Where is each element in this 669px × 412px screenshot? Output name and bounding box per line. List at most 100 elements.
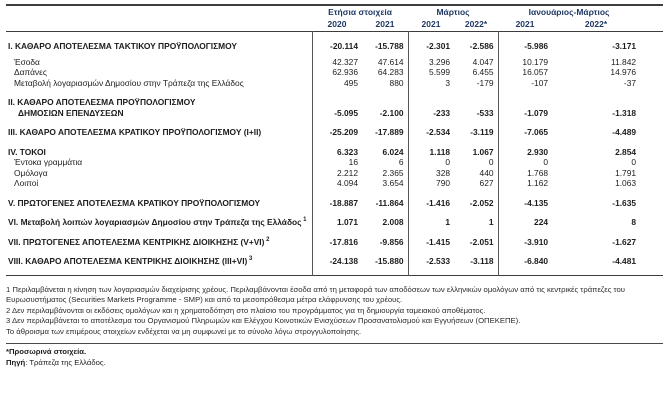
cell-value: 4.047	[472, 56, 494, 67]
cell-value: -2.301	[407, 31, 455, 52]
table-header: Ετήσια στοιχεία Μάρτιος Ιανουάριος-Μάρτι…	[6, 5, 664, 32]
cell-value: 1	[407, 208, 455, 228]
cell-value: -2.533	[407, 247, 455, 275]
cell-value: 0	[488, 157, 494, 167]
label-column-header	[6, 18, 312, 32]
cell-value: -1.079	[497, 88, 553, 118]
cell-value: 1.067	[472, 146, 494, 157]
cell-value: 880	[389, 77, 404, 88]
cell-value: 42.327	[311, 51, 362, 67]
cell-value: 1.768	[497, 167, 553, 178]
cell-value: -1.416	[407, 188, 455, 208]
table-row: Λοιποί 4.094 3.654 790 627 1.162 1.063	[6, 178, 663, 189]
provisional-data-note: *Προσωρινά στοιχεία.	[6, 347, 87, 357]
cell-value: 2.854	[615, 146, 637, 157]
filler-cell	[640, 247, 663, 275]
year-annual-2021: 2021	[375, 18, 395, 29]
row-label: IV. ΤΟΚΟΙ	[8, 146, 46, 157]
table-row: VI. Μεταβολή λοιπών λογαριασμών Δημοσίου…	[6, 208, 663, 228]
cell-value: -233	[407, 88, 455, 118]
cell-value: 1.162	[497, 178, 553, 189]
filler-cell	[640, 78, 663, 89]
filler-cell	[640, 67, 663, 78]
row-label: VI. Μεταβολή λοιπών λογαριασμών Δημοσίου…	[8, 217, 307, 227]
footnote-1: 1 Περιλαμβάνεται η κίνηση των λογαριασμώ…	[6, 284, 625, 305]
filler-header	[640, 5, 663, 18]
row-label: I. ΚΑΘΑΡΟ ΑΠΟΤΕΛΕΣΜΑ ΤΑΚΤΙΚΟΥ ΠΡΟΫΠΟΛΟΓΙ…	[8, 41, 237, 51]
filler-cell	[640, 118, 663, 138]
cell-value: 6.024	[382, 146, 404, 157]
cell-value: 6.323	[311, 137, 362, 157]
filler-cell	[640, 88, 663, 118]
filler-cell	[640, 157, 663, 168]
table-row: I. ΚΑΘΑΡΟ ΑΠΟΤΕΛΕΣΜΑ ΤΑΚΤΙΚΟΥ ΠΡΟΫΠΟΛΟΓΙ…	[6, 31, 663, 52]
cell-value: -4.481	[612, 256, 637, 266]
row-label: Μεταβολή λογαριασμών Δημοσίου στην Τράπε…	[14, 77, 244, 88]
table-row: VIII. ΚΑΘΑΡΟ ΑΠΟΤΕΛΕΣΜΑ ΚΕΝΤΡΙΚΗΣ ΔΙΟΙΚΗ…	[6, 247, 663, 275]
col-group-jan-march: Ιανουάριος-Μάρτιος	[528, 7, 610, 17]
cell-value: -11.864	[375, 197, 404, 208]
table-row: Έσοδα 42.327 47.614 3.296 4.047 10.179 11.842	[6, 51, 663, 68]
cell-value: -20.114	[311, 31, 362, 52]
cell-value: 5.599	[407, 67, 455, 78]
cell-value: 627	[479, 178, 494, 188]
filler-cell	[640, 189, 663, 209]
cell-value: -25.209	[311, 118, 362, 138]
table-row: Ομόλογα 2.212 2.365 328 440 1.768 1.791	[6, 167, 663, 179]
row-label: II. ΚΑΘΑΡΟ ΑΠΟΤΕΛΕΣΜΑ ΠΡΟΫΠΟΛΟΓΙΣΜΟΥ ΔΗΜΟ…	[8, 97, 196, 118]
cell-value: -5.095	[311, 88, 362, 118]
cell-value: 6	[398, 157, 404, 167]
cell-value: -15.788	[375, 41, 404, 51]
col-group-annual: Ετήσια στοιχεία	[328, 7, 392, 17]
footnotes-block: 1 Περιλαμβάνεται η κίνηση των λογαριασμώ…	[6, 285, 663, 338]
row-label: Έντοκα γραμμάτια	[14, 157, 83, 167]
col-group-march: Μάρτιος	[436, 7, 470, 17]
year-march-2021: 2021	[421, 18, 441, 29]
cell-value: 790	[407, 178, 455, 189]
cell-value: 0	[407, 157, 455, 168]
cell-value: 16.057	[497, 67, 553, 78]
footnote-2: 2 Δεν περιλαμβάνονται οι εκδόσεις ομολόγ…	[6, 305, 486, 315]
cell-value: -17.889	[375, 127, 404, 137]
cell-value: 3.296	[407, 51, 455, 67]
cell-value: -3.171	[612, 41, 637, 51]
cell-value: 2.365	[382, 167, 404, 178]
cell-value: -2.100	[379, 107, 404, 118]
cell-value: 1.118	[407, 137, 455, 157]
source-line: Πηγή: Τράπεζα της Ελλάδος.	[6, 358, 663, 369]
cell-value: 0	[631, 157, 637, 167]
row-label: Λοιποί	[14, 178, 39, 188]
cell-value: 440	[479, 167, 494, 178]
cell-value: -2.534	[407, 118, 455, 138]
cell-value: -5.986	[497, 31, 553, 52]
filler-cell	[640, 52, 663, 68]
cell-value: 47.614	[377, 56, 404, 67]
cell-value: -2.051	[469, 236, 494, 247]
row-label: VII. ΠΡΩΤΟΓΕΝΕΣ ΑΠΟΤΕΛΕΣΜΑ ΚΕΝΤΡΙΚΗΣ ΔΙΟ…	[8, 236, 270, 247]
cell-value: 3.654	[382, 178, 404, 188]
rounding-note: Το άθροισμα των επιμέρους στοιχείων ενδέ…	[6, 326, 362, 336]
cell-value: 11.842	[611, 56, 637, 67]
cell-value: 495	[311, 77, 362, 88]
cell-value: 16	[311, 157, 362, 168]
budget-execution-table: Ετήσια στοιχεία Μάρτιος Ιανουάριος-Μάρτι…	[6, 4, 664, 276]
table-body: I. ΚΑΘΑΡΟ ΑΠΟΤΕΛΕΣΜΑ ΤΑΚΤΙΚΟΥ ΠΡΟΫΠΟΛΟΓΙ…	[6, 31, 664, 275]
table-row: II. ΚΑΘΑΡΟ ΑΠΟΤΕΛΕΣΜΑ ΠΡΟΫΠΟΛΟΓΙΣΜΟΥ ΔΗΜΟ…	[6, 88, 663, 118]
cell-value: -7.065	[497, 118, 553, 138]
footer-divider: *Προσωρινά στοιχεία. Πηγή: Τράπεζα της Ε…	[6, 343, 663, 368]
cell-value: -15.880	[375, 256, 404, 266]
cell-value: -18.887	[311, 188, 362, 208]
cell-value: -3.118	[470, 256, 494, 266]
filler-cell	[640, 178, 663, 189]
cell-value: -533	[476, 107, 494, 118]
cell-value: 62.936	[311, 67, 362, 78]
cell-value: -179	[476, 77, 494, 88]
cell-value: 1	[488, 217, 494, 227]
filler-cell	[640, 208, 663, 228]
table-row: III. ΚΑΘΑΡΟ ΑΠΟΤΕΛΕΣΜΑ ΚΡΑΤΙΚΟΥ ΠΡΟΫΠΟΛΟ…	[6, 118, 663, 138]
filler-cell	[640, 138, 663, 158]
table-row: IV. ΤΟΚΟΙ 6.323 6.024 1.118 1.067 2.930 2.854	[6, 137, 663, 158]
cell-value: -24.138	[311, 247, 362, 275]
year-march-2022: 2022*	[464, 18, 488, 29]
filler-cell	[640, 168, 663, 179]
